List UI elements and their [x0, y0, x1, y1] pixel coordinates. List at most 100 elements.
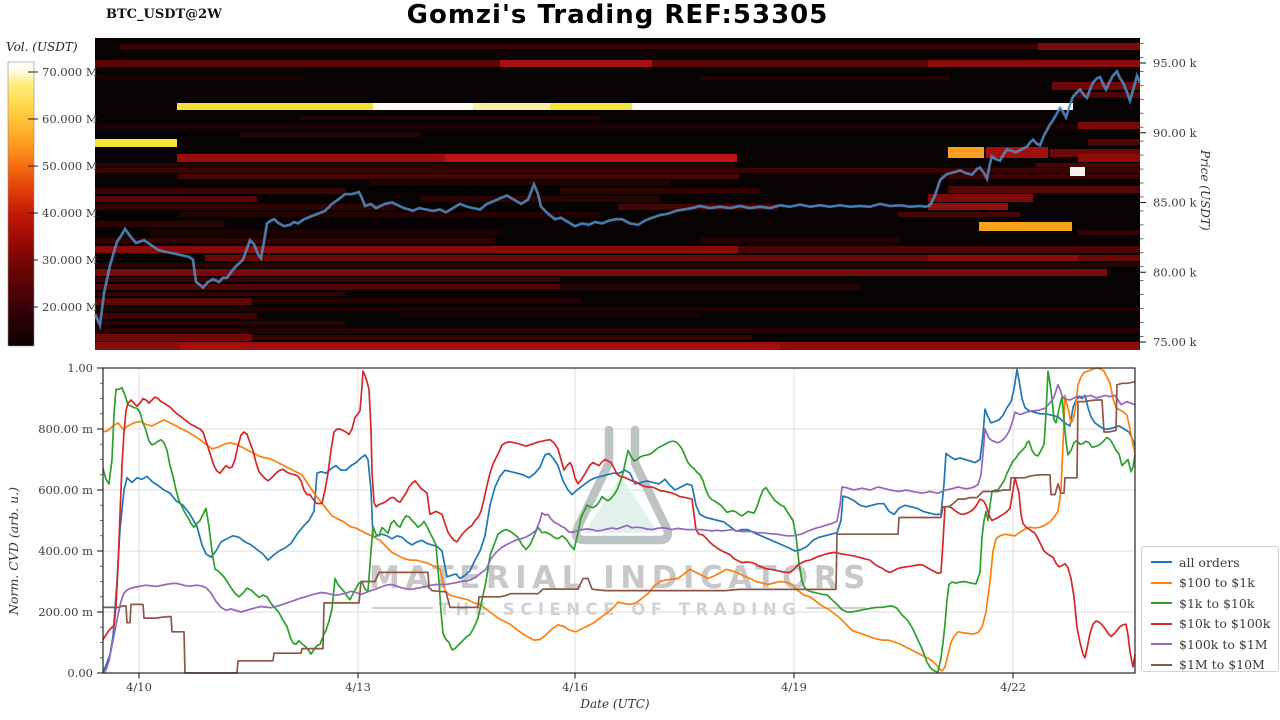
liquidity-band	[928, 203, 1008, 210]
price-tick-label: 80.00 k	[1153, 265, 1198, 279]
liquidity-band	[95, 196, 257, 202]
liquidity-band	[738, 246, 1140, 253]
cvd-axis-title: Norm. CVD (arb. u.)	[6, 487, 21, 615]
legend-label: $1k to $10k	[1179, 595, 1255, 611]
legend-swatch	[1151, 663, 1172, 666]
liquidity-band	[95, 298, 252, 305]
cvd-tick-label: 0.00	[67, 666, 93, 680]
legend-label: $100 to $1k	[1179, 575, 1255, 591]
liquidity-band	[252, 298, 582, 303]
liquidity-band	[120, 44, 1140, 49]
liquidity-band	[205, 255, 1140, 261]
legend-item: $1k to $10k	[1151, 593, 1278, 614]
liquidity-band	[370, 181, 670, 185]
colorbar-tick-label: 60.000 M	[42, 112, 98, 126]
liquidity-band	[95, 188, 345, 194]
liquidity-band	[95, 284, 560, 290]
liquidity-band	[95, 75, 305, 80]
liquidity-band	[180, 212, 600, 217]
price-tick-label: 90.00 k	[1153, 126, 1198, 140]
liquidity-band	[240, 133, 420, 137]
legend-item: $1M to $10M	[1151, 655, 1278, 676]
liquidity-band	[177, 103, 373, 110]
liquidity-band	[560, 188, 760, 194]
legend-label: $1M to $10M	[1179, 657, 1265, 673]
liquidity-band	[95, 204, 395, 210]
liquidity-band	[1052, 82, 1140, 90]
liquidity-band	[550, 103, 632, 110]
legend-item: all orders	[1151, 552, 1278, 573]
liquidity-band	[95, 269, 1107, 276]
colorbar-gradient	[7, 61, 35, 347]
liquidity-band	[928, 255, 1078, 261]
legend-swatch	[1151, 602, 1172, 605]
legend-swatch	[1151, 561, 1172, 564]
date-tick-label: 4/19	[781, 680, 807, 694]
legend-swatch	[1151, 643, 1172, 646]
liquidity-band	[1078, 230, 1140, 235]
liquidity-band	[95, 168, 1140, 173]
volume-colorbar: 70.000 M 60.000 M 50.000 M 40.000 M 30.000 M…	[7, 61, 98, 347]
cvd-tick-label: 400.00 m	[38, 544, 93, 558]
liquidity-band	[940, 174, 1140, 179]
liquidity-band	[1088, 139, 1140, 145]
liquidity-band	[928, 194, 1033, 202]
liquidity-band	[473, 103, 550, 110]
liquidity-heatmap	[93, 38, 1142, 350]
liquidity-band	[177, 174, 739, 179]
liquidity-band	[300, 116, 600, 120]
colorbar-tick-label: 20.000 M	[42, 300, 98, 314]
liquidity-band	[95, 238, 495, 243]
liquidity-band	[1078, 122, 1140, 129]
liquidity-band	[95, 139, 177, 147]
liquidity-band	[180, 343, 780, 350]
liquidity-band	[95, 321, 345, 325]
colorbar-title: Vol. (USDT)	[6, 40, 78, 54]
legend-item: $10k to $100k	[1151, 614, 1278, 635]
cvd-tick-label: 600.00 m	[38, 483, 93, 497]
liquidity-band	[560, 284, 860, 290]
cvd-tick-label: 1.00	[67, 361, 93, 375]
watermark-tagline: THE SCIENCE OF TRADING	[439, 600, 801, 619]
liquidity-band	[1070, 167, 1085, 176]
liquidity-band	[700, 76, 950, 80]
liquidity-band	[1078, 154, 1140, 162]
liquidity-band	[95, 124, 1140, 129]
colorbar-tick-label: 70.000 M	[42, 65, 98, 79]
date-tick-label: 4/10	[126, 680, 152, 694]
liquidity-band	[95, 334, 252, 341]
liquidity-band	[1038, 43, 1140, 50]
legend-swatch	[1151, 581, 1172, 584]
price-axis: 95.00 k 90.00 k 85.00 k 80.00 k 75.00 k	[1140, 43, 1198, 349]
liquidity-band	[95, 313, 257, 319]
instrument-label: BTC_USDT@2W	[106, 7, 222, 22]
legend-label: $10k to $100k	[1179, 616, 1271, 632]
liquidity-band	[373, 103, 473, 110]
liquidity-band	[700, 238, 900, 243]
liquidity-band	[928, 60, 1140, 67]
cvd-tick-label: 800.00 m	[38, 422, 93, 436]
price-tick-label: 75.00 k	[1153, 335, 1198, 349]
liquidity-band	[898, 212, 1020, 217]
colorbar-tick-label: 50.000 M	[42, 159, 98, 173]
flask-liquid	[584, 476, 658, 533]
colorbar-tick-label: 40.000 M	[42, 206, 98, 220]
liquidity-band	[95, 328, 1140, 333]
liquidity-band	[1035, 163, 1140, 167]
series--10k-to-100k	[102, 370, 1136, 668]
liquidity-band	[445, 154, 737, 162]
liquidity-band	[95, 263, 1140, 267]
legend: all orders $100 to $1k $1k to $10k $10k to …	[1141, 546, 1279, 672]
legend-item: $100k to $1M	[1151, 634, 1278, 655]
liquidity-band	[95, 246, 740, 253]
cvd-axes: 4/10 4/13 4/16 4/19 4/22 1.00 800.00 m 600.00 m…	[38, 361, 1026, 694]
date-tick-label: 4/13	[345, 680, 371, 694]
cvd-grid	[103, 368, 1135, 673]
price-axis-title: Price (USDT)	[1198, 150, 1212, 231]
colorbar-tick-label: 30.000 M	[42, 253, 98, 267]
price-tick-label: 95.00 k	[1153, 56, 1198, 70]
liquidity-band	[500, 60, 652, 67]
liquidity-band	[95, 277, 560, 282]
